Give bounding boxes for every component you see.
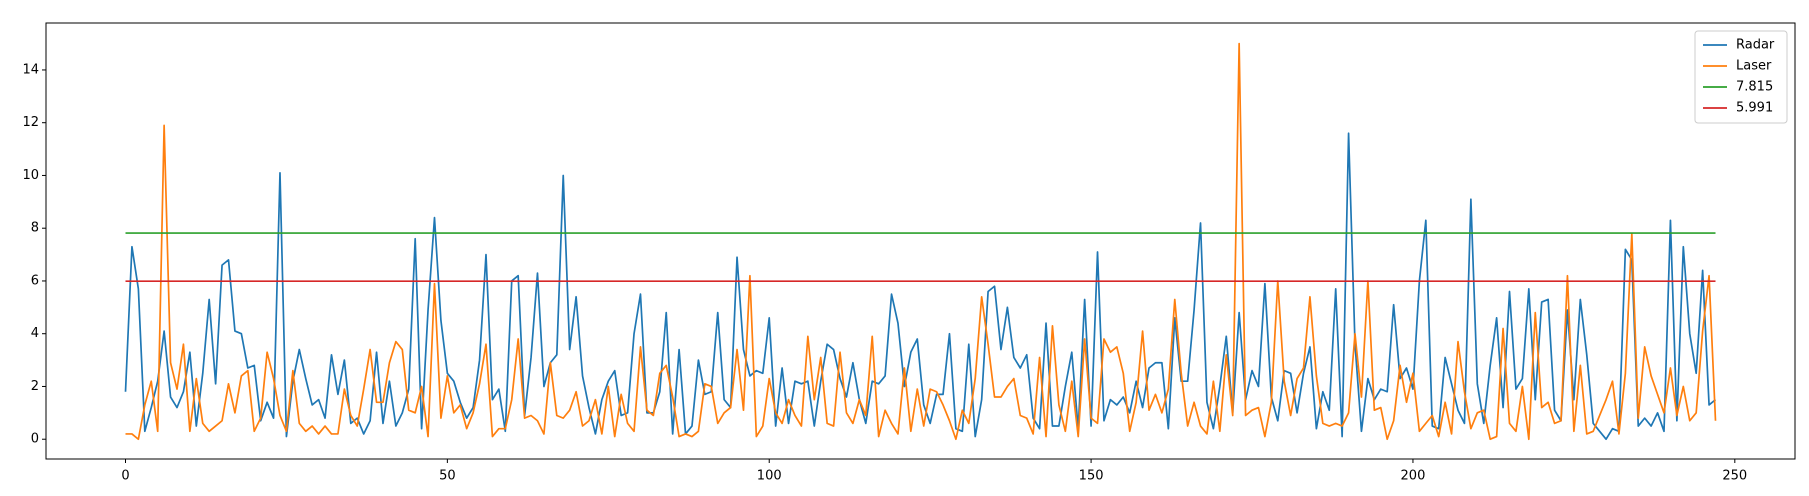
y-tick-label: 12: [22, 115, 39, 130]
y-tick-label: 10: [22, 168, 39, 183]
legend-label: 5.991: [1736, 101, 1773, 116]
series-line: [124, 132, 1717, 441]
x-tick-label: 0: [121, 469, 129, 484]
y-tick-label: 14: [22, 62, 39, 77]
x-tick-label: 150: [1079, 469, 1104, 484]
legend-label: 7.815: [1736, 80, 1773, 95]
x-tick-label: 100: [757, 469, 782, 484]
x-tick-label: 250: [1722, 469, 1747, 484]
legend: Radar Laser 7.815 5.991: [1694, 30, 1788, 124]
y-tick-label: 4: [31, 326, 39, 341]
y-tick-label: 6: [31, 273, 39, 288]
y-tick-label: 0: [31, 432, 39, 447]
y-tick-label: 8: [31, 221, 39, 236]
series-line: [125, 42, 1717, 441]
x-tick-label: 200: [1401, 469, 1426, 484]
x-tick-label: 50: [439, 469, 456, 484]
y-tick-label: 2: [31, 379, 39, 394]
legend-label: Laser: [1736, 59, 1772, 74]
legend-box: [1694, 30, 1788, 124]
legend-label: Radar: [1736, 38, 1775, 53]
axes-frame: [45, 22, 1796, 460]
